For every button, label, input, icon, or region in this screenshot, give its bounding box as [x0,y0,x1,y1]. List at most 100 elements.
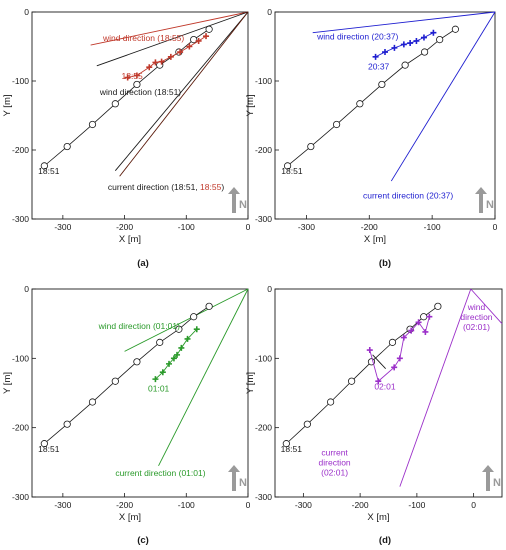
y-tick-label: -200 [255,423,272,433]
y-tick-label: 0 [24,7,29,17]
annotation-label: current direction (01:01) [115,468,205,478]
chart-panel-4: -300 -200 -100 0 0 -100 -200 -300 X [m] Y [m] wind… [245,284,503,546]
trajectory-point [420,313,428,321]
drift-point [382,49,388,56]
x-tick-label: 0 [246,222,251,232]
x-tick-label: -300 [54,222,71,232]
x-tick-label: -100 [178,500,195,510]
annotation-label: 02:01 [374,382,396,392]
drift-point [159,369,166,376]
y-tick-label: -200 [12,423,29,433]
drift-point [195,37,202,44]
drift-point [166,360,173,367]
drift-point [407,40,414,47]
x-tick-label: -200 [352,500,369,510]
panel-label: (c) [137,535,149,546]
north-arrow-shape [475,187,487,213]
drift-point [408,327,415,334]
annotation-label: wind direction (01:01) [98,321,180,331]
x-axis-label: X [m] [364,234,386,245]
drift-point [152,59,159,66]
trajectory-point [378,80,386,89]
panel-label: (a) [137,258,149,269]
plot-frame [31,288,249,498]
chart-panel-2: -300 -200 -100 0 0 -100 -200 -300 X [m] Y [m] wind… [245,7,498,269]
y-tick-label: -200 [255,145,272,155]
drift-point [193,326,200,333]
annotation-label: current direction (20:37) [363,190,453,200]
trajectory-point [88,120,97,129]
drift-point [146,64,153,71]
trajectory-point [205,25,213,33]
trajectory-point [451,25,459,33]
trajectory-point [348,377,356,385]
x-tick-label: -200 [361,222,378,232]
drift-point [426,313,433,320]
north-letter: N [239,477,247,489]
drift-line [155,328,198,380]
x-tick-label: -100 [178,222,195,232]
annotation-part: ) [221,182,224,192]
y-tick-label: -300 [255,214,272,224]
direction-line [399,288,472,487]
annotation-line: (02:01) [463,322,490,332]
direction-line [119,11,249,177]
annotation-line: current [321,447,348,457]
annotation-label: wind direction (18:51) [99,87,181,97]
drift-point [366,347,373,354]
annotation-label: 18:51 [38,444,60,454]
annotation-label: 18:55 [121,71,143,81]
x-tick-label: -100 [424,222,441,232]
y-tick-label: -100 [12,353,29,363]
direction-line [158,288,249,467]
trajectory-point [111,100,119,108]
y-tick-label: 0 [24,284,29,294]
trajectory-point [307,142,315,151]
plot-frame [31,11,249,220]
x-tick-label: -300 [54,500,71,510]
annotation-label: 01:01 [148,384,170,394]
trajectory-point [356,100,364,108]
plot-frame [274,11,496,220]
panel-label: (b) [379,258,391,269]
annotation-label: wind direction (02:01) [460,302,492,332]
drift-point [372,53,379,60]
y-tick-label: -100 [255,353,272,363]
drift-point [396,355,403,362]
drift-point [420,34,427,41]
direction-line [390,11,496,182]
annotation-label: current direction (02:01) [319,447,351,477]
trajectory-point [133,358,141,366]
drift-point [184,335,191,342]
x-axis-label: X [m] [119,234,141,245]
x-tick-label: -100 [408,500,425,510]
trajectory-point [327,398,335,406]
y-axis-label: Y [m] [2,372,13,394]
trajectory-point [88,398,97,406]
trajectory-point [332,120,341,129]
drift-point [430,29,437,36]
x-tick-label: -300 [295,500,312,510]
trajectory-point [283,162,292,170]
annotation-label: 18:51 [281,166,303,176]
drift-point [152,376,159,383]
y-tick-label: -300 [12,492,29,502]
annotation-line: direction [319,457,351,467]
y-axis-label: Y [m] [245,95,256,117]
y-axis-label: Y [m] [2,95,13,117]
y-tick-label: -300 [255,492,272,502]
x-tick-label: 0 [493,222,498,232]
y-axis-label: Y [m] [245,372,256,394]
annotation-part-highlight: 18:55 [200,182,222,192]
drift-point [170,355,177,362]
trajectory-point [133,80,141,89]
annotation-label: 18:51 [38,166,60,176]
chart-panel-3: -300 -200 -100 0 0 -100 -200 -300 X [m] Y [m] wind… [2,284,251,546]
trajectory-point [420,48,429,56]
direction-line [124,288,249,352]
drift-point [158,58,165,65]
y-tick-label: -200 [12,145,29,155]
north-arrow-icon: N [228,187,247,213]
y-tick-label: 0 [267,284,272,294]
